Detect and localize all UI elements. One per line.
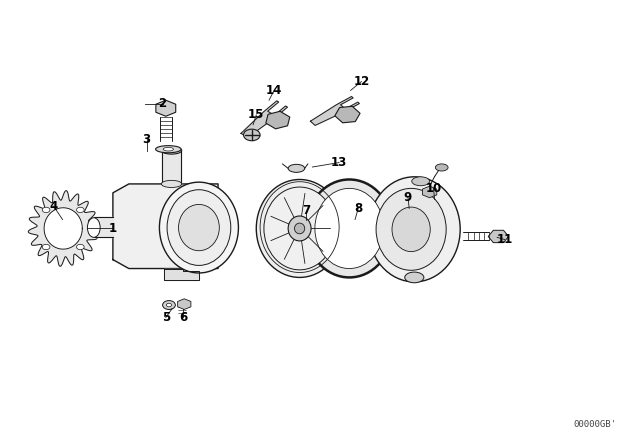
Text: 13: 13: [331, 156, 348, 169]
Polygon shape: [44, 208, 83, 249]
Ellipse shape: [306, 180, 393, 277]
Text: 1: 1: [109, 222, 117, 235]
Ellipse shape: [77, 207, 84, 213]
Text: 5: 5: [162, 311, 170, 324]
Ellipse shape: [435, 164, 448, 171]
Text: 8: 8: [354, 202, 362, 215]
Ellipse shape: [315, 188, 384, 268]
Ellipse shape: [294, 223, 305, 234]
Ellipse shape: [412, 177, 429, 186]
Ellipse shape: [376, 188, 446, 270]
Ellipse shape: [161, 181, 182, 188]
Text: 00000GB': 00000GB': [573, 420, 616, 429]
Text: 3: 3: [143, 133, 151, 146]
Ellipse shape: [159, 182, 239, 273]
Ellipse shape: [167, 190, 231, 265]
Ellipse shape: [288, 164, 305, 172]
Polygon shape: [28, 191, 98, 266]
Polygon shape: [162, 151, 181, 184]
Text: 15: 15: [248, 108, 264, 121]
Polygon shape: [164, 268, 199, 280]
Ellipse shape: [88, 218, 100, 237]
Text: 9: 9: [404, 191, 412, 204]
Text: 6: 6: [179, 311, 187, 324]
Ellipse shape: [163, 301, 175, 310]
Ellipse shape: [163, 147, 173, 151]
Text: 2: 2: [159, 97, 166, 110]
Ellipse shape: [42, 244, 50, 250]
Ellipse shape: [179, 204, 220, 251]
Ellipse shape: [156, 146, 181, 153]
Ellipse shape: [264, 187, 335, 270]
Ellipse shape: [288, 216, 311, 241]
Ellipse shape: [77, 244, 84, 250]
Ellipse shape: [369, 177, 460, 282]
Ellipse shape: [256, 180, 343, 277]
Polygon shape: [241, 101, 287, 138]
Ellipse shape: [244, 129, 260, 141]
Polygon shape: [113, 184, 218, 268]
Polygon shape: [94, 217, 113, 237]
Text: 4: 4: [49, 200, 58, 213]
Ellipse shape: [42, 207, 50, 213]
Text: 14: 14: [266, 84, 282, 97]
Text: 7: 7: [302, 204, 310, 217]
Polygon shape: [310, 96, 360, 125]
Text: 12: 12: [353, 75, 369, 88]
Ellipse shape: [161, 147, 182, 154]
Ellipse shape: [392, 207, 430, 252]
Ellipse shape: [166, 303, 172, 307]
Text: 11: 11: [497, 233, 513, 246]
Text: 10: 10: [426, 182, 442, 195]
Ellipse shape: [404, 272, 424, 283]
